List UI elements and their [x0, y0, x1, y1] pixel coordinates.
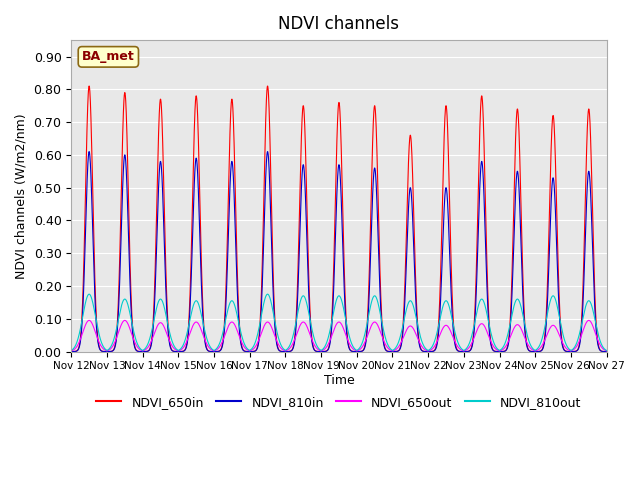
Text: BA_met: BA_met — [82, 50, 135, 63]
Y-axis label: NDVI channels (W/m2/nm): NDVI channels (W/m2/nm) — [15, 113, 28, 278]
Title: NDVI channels: NDVI channels — [278, 15, 399, 33]
X-axis label: Time: Time — [324, 374, 355, 387]
Legend: NDVI_650in, NDVI_810in, NDVI_650out, NDVI_810out: NDVI_650in, NDVI_810in, NDVI_650out, NDV… — [92, 391, 586, 414]
